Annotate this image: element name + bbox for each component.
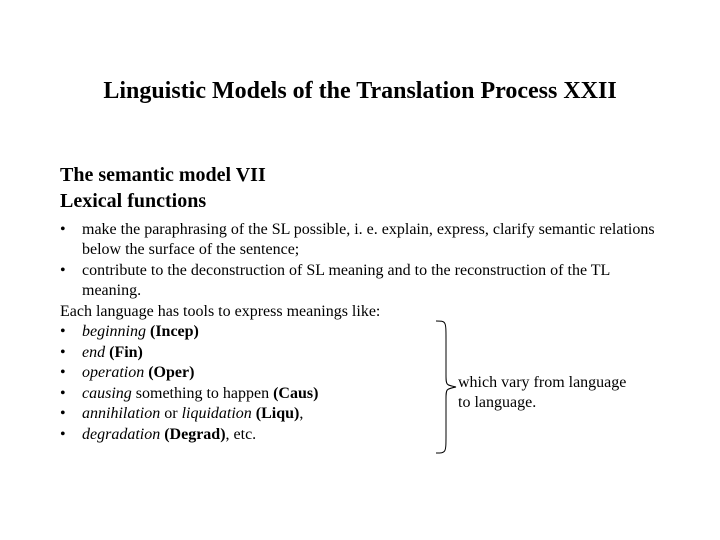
list-text: contribute to the deconstruction of SL m… bbox=[82, 261, 660, 302]
plain-text: or bbox=[164, 405, 181, 422]
italic-term: end bbox=[82, 344, 109, 361]
bullet-marker: • bbox=[60, 384, 82, 404]
list-item: • beginning (Incep) bbox=[60, 322, 660, 342]
slide: Linguistic Models of the Translation Pro… bbox=[0, 0, 720, 540]
italic-term: causing bbox=[82, 385, 136, 402]
inter-line: Each language has tools to express meani… bbox=[60, 302, 660, 322]
list-text: beginning (Incep) bbox=[82, 322, 660, 342]
subheading-1: The semantic model VII bbox=[60, 162, 660, 188]
bold-code: (Liqu) bbox=[256, 405, 300, 422]
list-item: • degradation (Degrad), etc. bbox=[60, 425, 660, 445]
list-text: make the paraphrasing of the SL possible… bbox=[82, 220, 660, 261]
bullet-marker: • bbox=[60, 343, 82, 363]
italic-term: beginning bbox=[82, 323, 150, 340]
italic-term: degradation bbox=[82, 426, 164, 443]
italic-term: annihilation bbox=[82, 405, 164, 422]
bold-code: (Caus) bbox=[273, 385, 318, 402]
bold-code: (Oper) bbox=[148, 364, 194, 381]
side-note: which vary from language to language. bbox=[458, 373, 626, 414]
italic-term: operation bbox=[82, 364, 148, 381]
side-note-line: to language. bbox=[458, 393, 626, 413]
bold-code: (Degrad) bbox=[164, 426, 225, 443]
list-item: • contribute to the deconstruction of SL… bbox=[60, 261, 660, 302]
plain-text: something to happen bbox=[136, 385, 273, 402]
list-text: degradation (Degrad), etc. bbox=[82, 425, 660, 445]
subheading-2: Lexical functions bbox=[60, 188, 660, 214]
bullet-marker: • bbox=[60, 322, 82, 342]
plain-text: , bbox=[299, 405, 303, 422]
side-note-line: which vary from language bbox=[458, 373, 626, 393]
bullet-marker: • bbox=[60, 261, 82, 302]
bullet-marker: • bbox=[60, 404, 82, 424]
bullet-marker: • bbox=[60, 220, 82, 261]
brace-icon bbox=[432, 319, 458, 455]
bullet-marker: • bbox=[60, 425, 82, 445]
bold-code: (Fin) bbox=[109, 344, 143, 361]
bullet-marker: • bbox=[60, 363, 82, 383]
list-item: • make the paraphrasing of the SL possib… bbox=[60, 220, 660, 261]
plain-text: , etc. bbox=[226, 426, 257, 443]
list-item: • end (Fin) bbox=[60, 343, 660, 363]
bold-code: (Incep) bbox=[150, 323, 199, 340]
list-text: end (Fin) bbox=[82, 343, 660, 363]
slide-title: Linguistic Models of the Translation Pro… bbox=[0, 78, 720, 105]
italic-term: liquidation bbox=[182, 405, 256, 422]
